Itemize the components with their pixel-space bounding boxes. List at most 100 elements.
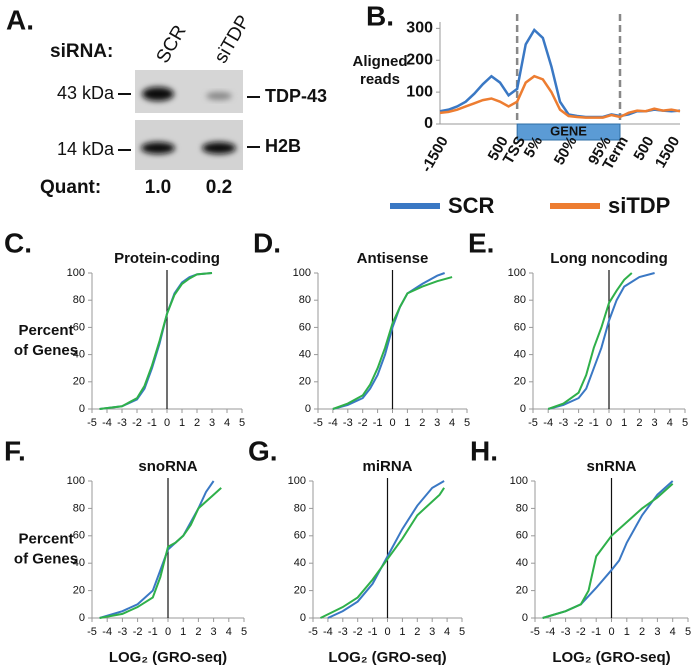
y-tick-label: 20 (73, 376, 85, 388)
gene-box (516, 123, 621, 141)
y-tick-label: 40 (299, 349, 311, 361)
lane-label: siTDP (210, 12, 254, 67)
x-tick-label: -1500 (418, 133, 452, 175)
x-tick-label: -2 (133, 626, 143, 638)
x-tick-label: -3 (559, 417, 569, 429)
x-tick-label: -1 (589, 417, 599, 429)
y-tick-label: 20 (73, 585, 85, 597)
y-axis-label: Aligned (353, 53, 408, 70)
y-tick-label: 40 (73, 349, 85, 361)
x-tick-label: -3 (118, 626, 128, 638)
x-tick-label: 3 (209, 417, 215, 429)
x-tick-label: 4 (224, 417, 230, 429)
y-tick-label: 20 (516, 585, 528, 597)
x-tick-label: -2 (358, 417, 368, 429)
cdf-line (332, 272, 445, 410)
panel-title: snRNA (586, 458, 636, 475)
panel-title: miRNA (362, 458, 412, 475)
x-tick-label: -3 (343, 417, 353, 429)
y-axis-label: Percent (18, 322, 73, 339)
x-tick-label: 0 (389, 417, 395, 429)
band (206, 92, 232, 100)
cdf-line (99, 272, 213, 410)
legend-label: SCR (448, 193, 495, 218)
x-tick-label: -5 (528, 417, 538, 429)
cdf-line (547, 272, 655, 410)
panel-title: Protein-coding (114, 250, 220, 267)
cdf-line (320, 487, 445, 619)
quant-label: Quant: (40, 177, 101, 198)
y-tick-label: 0 (79, 403, 85, 415)
cdf-line (327, 480, 445, 619)
x-tick-label: 5 (682, 417, 688, 429)
y-tick-label: 0 (79, 612, 85, 624)
x-tick-label: -3 (117, 417, 127, 429)
y-tick-label: 100 (510, 475, 528, 487)
x-tick-label: 5 (464, 417, 470, 429)
y-tick-label: 40 (514, 349, 526, 361)
x-tick-label: 1 (179, 417, 185, 429)
panel-label: G. (248, 435, 278, 466)
y-tick-label: 100 (288, 475, 306, 487)
x-tick-label: 2 (639, 626, 645, 638)
x-tick-label: 0 (384, 626, 390, 638)
panel-title: Antisense (357, 250, 429, 267)
x-tick-label: 3 (652, 417, 658, 429)
lane-label: SCR (152, 22, 190, 67)
y-tick-label: 100 (293, 267, 311, 279)
x-tick-label: 2 (414, 626, 420, 638)
quant-value: 1.0 (145, 177, 171, 198)
panel-label: F. (4, 435, 26, 466)
x-tick-label: -4 (328, 417, 338, 429)
cdf-line (99, 272, 213, 410)
x-tick-label: 2 (419, 417, 425, 429)
legend-label: siTDP (608, 193, 670, 218)
y-tick-label: 80 (73, 294, 85, 306)
x-tick-label: 0 (164, 417, 170, 429)
series-line (439, 74, 681, 119)
x-tick-label: -2 (353, 626, 363, 638)
y-tick-label: 20 (514, 376, 526, 388)
x-tick-label: 2 (194, 417, 200, 429)
x-tick-label: 2 (195, 626, 201, 638)
panel-title: Long noncoding (550, 250, 667, 267)
y-tick-label: 0 (305, 403, 311, 415)
panel-label: B. (366, 0, 394, 31)
protein-label: H2B (265, 136, 301, 156)
panel-title: snoRNA (138, 458, 197, 475)
y-tick-label: 60 (294, 530, 306, 542)
y-tick-label: 100 (67, 475, 85, 487)
y-tick-label: 200 (406, 51, 433, 68)
x-tick-label: -4 (323, 626, 333, 638)
protein-label: TDP-43 (265, 86, 327, 106)
y-tick-label: 80 (73, 502, 85, 514)
x-tick-label: 1 (624, 626, 630, 638)
y-tick-label: 100 (508, 267, 526, 279)
x-tick-label: -2 (132, 417, 142, 429)
x-tick-label: 1 (180, 626, 186, 638)
y-tick-label: 80 (516, 502, 528, 514)
x-tick-label: -1 (373, 417, 383, 429)
y-axis-label: Percent (18, 530, 73, 547)
cdf-line (99, 480, 215, 619)
x-tick-label: -1 (368, 626, 378, 638)
x-tick-label: 4 (449, 417, 455, 429)
y-tick-label: 80 (294, 502, 306, 514)
x-tick-label: 1 (399, 626, 405, 638)
y-axis-label: of Genes (14, 342, 78, 359)
y-tick-label: 40 (294, 557, 306, 569)
x-tick-label: 3 (654, 626, 660, 638)
x-tick-label: 1 (404, 417, 410, 429)
y-axis-label: of Genes (14, 550, 78, 567)
x-axis-label: LOG₂ (GRO-seq) (328, 649, 446, 666)
x-tick-label: -1 (591, 626, 601, 638)
panel-label: E. (468, 227, 494, 258)
x-tick-label: 4 (670, 626, 676, 638)
x-tick-label: -2 (574, 417, 584, 429)
x-tick-label: 5 (241, 626, 247, 638)
x-tick-label: -5 (87, 417, 97, 429)
quant-value: 0.2 (206, 177, 232, 198)
panel-label: H. (470, 435, 498, 466)
x-tick-label: -4 (543, 417, 553, 429)
x-tick-label: 5 (459, 626, 465, 638)
